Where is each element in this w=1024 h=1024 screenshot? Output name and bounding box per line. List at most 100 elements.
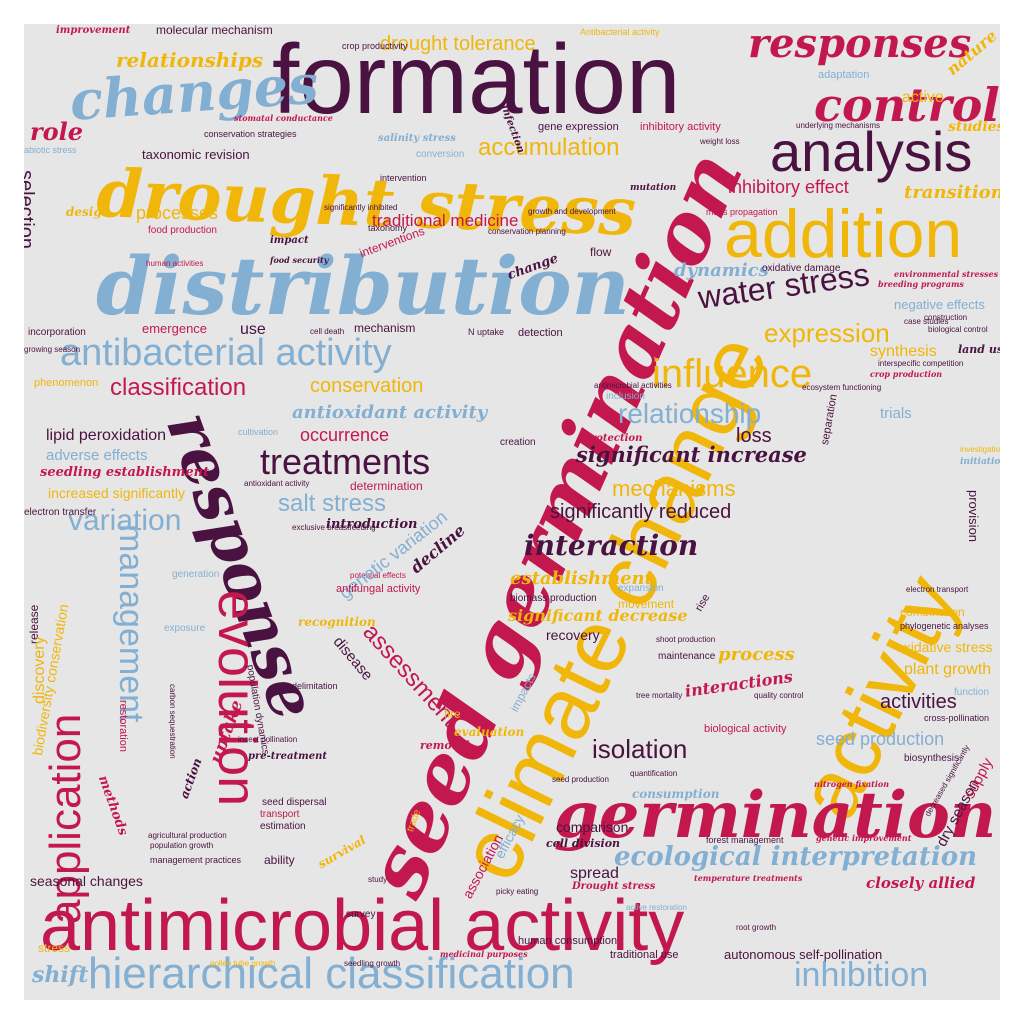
word-breeding-programs: breeding programs — [878, 279, 964, 289]
word-management: management — [112, 524, 150, 723]
word-mechanism: mechanism — [354, 321, 416, 335]
word-growing-season: growing season — [24, 345, 81, 354]
word-forest-management: forest management — [706, 835, 784, 845]
word-antioxidant-activity: antioxidant activity — [292, 402, 488, 423]
word-synthesis: synthesis — [870, 343, 937, 360]
word-combination: combination — [900, 605, 965, 619]
word-movement: movement — [618, 597, 675, 611]
word-interspecific-competition: interspecific competition — [878, 359, 964, 368]
word-crop-production: crop production — [870, 369, 943, 379]
word-plant-growth: plant growth — [904, 661, 992, 678]
word-taxonomy: taxonomy — [368, 223, 408, 233]
word-establishment: establishment — [510, 568, 653, 589]
word-occurrence: occurrence — [300, 425, 390, 445]
word-ecosystem-functioning: ecosystem functioning — [802, 383, 882, 392]
word-comparison: comparison — [556, 819, 629, 835]
word-generation: generation — [172, 569, 220, 580]
word-construction: construction — [924, 313, 968, 322]
word-protection: protection — [584, 433, 643, 444]
word-closely-allied: closely allied — [866, 874, 976, 892]
word-lipid-peroxidation: lipid peroxidation — [46, 427, 167, 444]
word-cell-division: cell division — [546, 837, 621, 850]
word-creation: creation — [500, 437, 536, 448]
word-land-use: land use — [958, 343, 1000, 356]
word-inhibitory-effect: inhibitory effect — [728, 177, 849, 197]
word-gene-expression: gene expression — [538, 121, 619, 133]
word-classification: classification — [110, 374, 247, 401]
word-responses: responses — [748, 24, 972, 67]
word-processes: processes — [136, 203, 219, 223]
word-antifungal-activity: antifungal activity — [336, 583, 421, 595]
word-studies: studies — [948, 119, 1000, 135]
word-inhibitory-activity: inhibitory activity — [640, 121, 721, 133]
word-cultivation: cultivation — [238, 427, 279, 437]
word-salinity-stress: salinity stress — [378, 133, 456, 144]
word-electron-transport: electron transport — [906, 585, 969, 594]
word-human-activities: human activities — [146, 259, 204, 268]
word-traditional-use: traditional use — [610, 949, 679, 961]
word-biomass-production: biomass production — [510, 593, 597, 604]
word-investigation: investigation — [960, 445, 1000, 454]
word-food-production: food production — [148, 225, 217, 236]
word-medicinal-purposes: medicinal purposes — [440, 949, 528, 959]
word-expression: expression — [764, 318, 890, 348]
word-stomatal-conductance: stomatal conductance — [234, 113, 333, 123]
word-crop-productivity: crop productivity — [342, 41, 408, 51]
word-conservation-strategies: conservation strategies — [204, 129, 297, 139]
word-cloud: formation antimicrobial activity hierarc… — [24, 24, 1000, 1000]
word-treatments: treatments — [260, 441, 431, 482]
word-potential-effects: potential effects — [350, 571, 406, 580]
word-biological-activity: biological activity — [704, 723, 787, 735]
word-active: active — [902, 89, 944, 106]
word-influence: influence — [652, 352, 813, 396]
word-rise: rise — [693, 592, 713, 614]
word-detection: detection — [518, 327, 563, 339]
word-significantly-inhibited: significantly inhibited — [324, 203, 398, 212]
word-adaptation: adaptation — [818, 69, 870, 81]
word-insect-pollination: insect pollination — [238, 735, 298, 744]
word-oxidative-stress: oxidative stress — [896, 639, 993, 655]
word-quantification: quantification — [630, 769, 678, 778]
word-isolation: isolation — [592, 734, 688, 764]
word-N-uptake: N uptake — [468, 327, 505, 337]
word-salt-stress: salt stress — [278, 490, 387, 517]
word-mass-propagation: mass propagation — [706, 207, 778, 217]
word-antibacterial-activity-small: Antibacterial activity — [580, 27, 660, 37]
word-nitrogen-fixation: nitrogen fixation — [814, 779, 890, 789]
word-negative-effects: negative effects — [894, 297, 985, 312]
word-distribution: distribution — [96, 239, 630, 333]
word-tree-mortality: tree mortality — [636, 691, 683, 700]
word-recovery: recovery — [546, 627, 600, 643]
word-role: role — [30, 117, 84, 146]
word-significant-decrease: significant decrease — [508, 606, 688, 625]
word-inclusion: inclusion — [606, 391, 645, 402]
word-pollen-tube-growth: pollen tube growth — [210, 959, 276, 968]
word-antibacterial-activity: antibacterial activity — [60, 332, 392, 374]
word-conversion: conversion — [416, 149, 465, 160]
word-study: study — [368, 875, 388, 884]
word-seed-production-small: seed production — [552, 775, 609, 784]
word-process: process — [718, 644, 795, 665]
word-phylogenetic-analyses: phylogenetic analyses — [900, 621, 989, 631]
word-expansion: expansion — [618, 583, 664, 594]
word-weight-loss: weight loss — [700, 137, 740, 146]
word-antioxidant-activities: antioxidant activity — [244, 479, 310, 488]
word-significant-increase: significant increase — [576, 442, 807, 467]
word-improvement: improvement — [56, 25, 131, 36]
word-molecular-mechanism: molecular mechanism — [156, 24, 273, 37]
word-action: action — [177, 756, 205, 801]
word-transport: transport — [260, 809, 300, 820]
word-active-restoration: active restoration — [626, 903, 687, 912]
word-oxidative-damage: oxidative damage — [762, 263, 841, 274]
word-cross-pollination: cross-pollination — [924, 713, 990, 723]
word-removal: removal — [420, 739, 470, 752]
word-genetic-improvement: genetic improvement — [816, 833, 912, 843]
word-restoration: restoration — [117, 700, 129, 752]
word-analysis: analysis — [770, 120, 973, 183]
word-mechanisms: mechanisms — [612, 476, 736, 501]
word-antimicrobial-activities: antimicrobial activities — [594, 381, 672, 390]
word-exclusive-breastfeeding: exclusive breastfeeding — [292, 523, 376, 532]
word-carbon-sequestration: carbon sequestration — [168, 684, 177, 759]
word-agricultural-production: agricultural production — [148, 831, 227, 840]
word-quality-control: quality control — [754, 691, 804, 700]
